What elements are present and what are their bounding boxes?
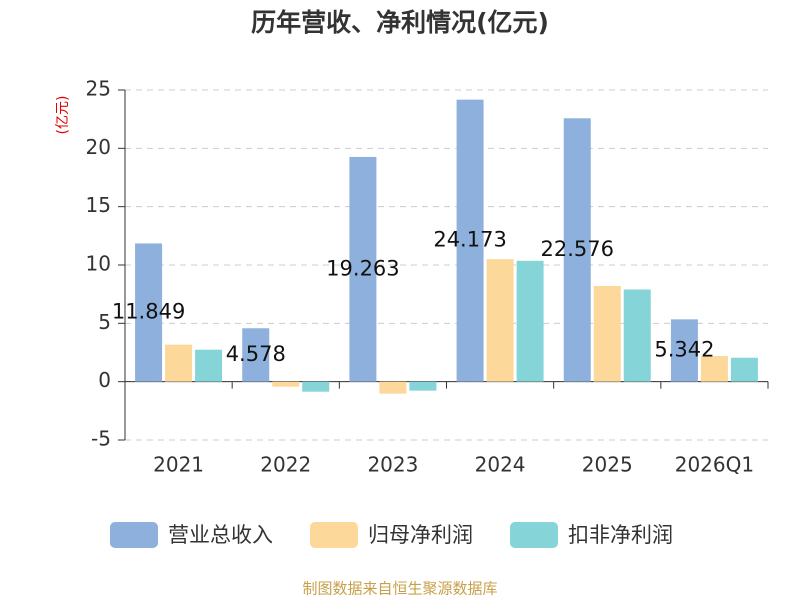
y-tick-label: 20 xyxy=(86,135,111,159)
x-tick-label: 2024 xyxy=(475,453,526,477)
x-tick-label: 2023 xyxy=(367,453,418,477)
x-tick-label: 2025 xyxy=(582,453,633,477)
bar xyxy=(379,381,407,394)
data-label: 22.576 xyxy=(541,237,614,261)
bar xyxy=(242,328,270,382)
legend-label: 归母净利润 xyxy=(368,523,473,547)
data-label: 24.173 xyxy=(433,228,506,252)
bar xyxy=(670,319,698,382)
data-label: 4.578 xyxy=(226,342,286,366)
y-tick-label: 25 xyxy=(86,77,111,101)
y-axis-label: (亿元) xyxy=(55,96,71,135)
legend-swatch xyxy=(110,522,158,548)
y-tick-label: 0 xyxy=(98,368,111,392)
data-label: 19.263 xyxy=(326,256,399,280)
bar xyxy=(272,381,300,387)
bar xyxy=(593,286,621,382)
y-tick-label: 15 xyxy=(86,193,111,217)
bar xyxy=(700,356,728,382)
legend-swatch xyxy=(510,522,558,548)
y-tick-label: 5 xyxy=(98,310,111,334)
legend-swatch xyxy=(310,522,358,548)
bar xyxy=(563,118,591,382)
chart-title: 历年营收、净利情况(亿元) xyxy=(251,8,549,37)
data-label: 5.342 xyxy=(654,338,714,362)
bar xyxy=(486,259,514,382)
bar xyxy=(135,243,163,382)
y-tick-label: -5 xyxy=(91,427,111,451)
x-tick-label: 2021 xyxy=(153,453,204,477)
bar xyxy=(349,156,377,382)
bar xyxy=(409,381,437,391)
x-tick-label: 2026Q1 xyxy=(675,453,754,477)
legend-label: 扣非净利润 xyxy=(568,523,673,547)
bar xyxy=(730,357,758,382)
bar xyxy=(456,99,484,382)
x-tick-label: 2022 xyxy=(260,453,311,477)
data-label: 11.849 xyxy=(112,300,185,324)
bar xyxy=(302,381,330,392)
source-note: 制图数据来自恒生聚源数据库 xyxy=(302,580,497,598)
legend-label: 营业总收入 xyxy=(168,523,273,547)
bar xyxy=(623,289,651,382)
bar xyxy=(516,260,544,382)
y-tick-label: 10 xyxy=(86,252,111,276)
bar xyxy=(195,349,223,382)
bar xyxy=(165,344,193,382)
